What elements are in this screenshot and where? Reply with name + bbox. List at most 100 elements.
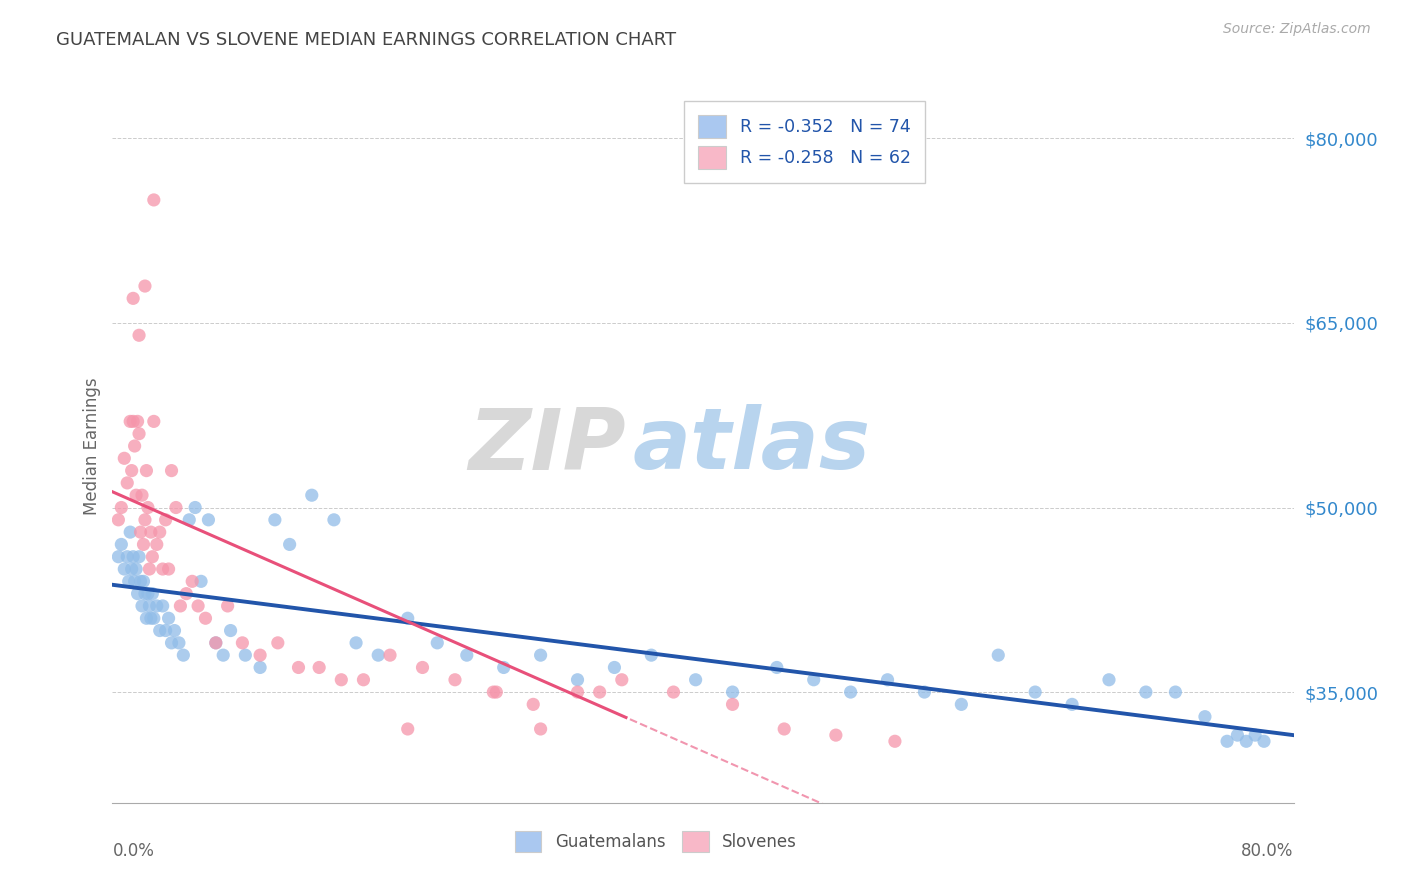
Point	[135, 611, 157, 625]
Text: GUATEMALAN VS SLOVENE MEDIAN EARNINGS CORRELATION CHART: GUATEMALAN VS SLOVENE MEDIAN EARNINGS CO…	[56, 31, 676, 49]
Point	[142, 414, 165, 428]
Point	[1024, 685, 1046, 699]
Point	[141, 587, 163, 601]
Point	[522, 698, 544, 712]
Point	[125, 562, 148, 576]
Point	[117, 549, 138, 564]
Point	[112, 562, 135, 576]
Point	[482, 685, 505, 699]
Point	[662, 685, 685, 699]
Point	[165, 500, 187, 515]
Point	[411, 660, 433, 674]
Point	[138, 599, 160, 613]
Point	[157, 611, 180, 625]
Point	[149, 624, 172, 638]
Point	[152, 599, 174, 613]
Point	[212, 648, 235, 662]
Point	[1194, 709, 1216, 723]
Point	[1098, 673, 1121, 687]
Point	[174, 587, 197, 601]
Point	[135, 464, 157, 478]
Point	[914, 685, 936, 699]
Point	[124, 574, 146, 589]
Point	[950, 698, 973, 712]
Point	[118, 574, 141, 589]
Text: Source: ZipAtlas.com: Source: ZipAtlas.com	[1223, 22, 1371, 37]
Point	[169, 599, 191, 613]
Point	[1234, 734, 1257, 748]
Point	[110, 537, 132, 551]
Point	[160, 464, 183, 478]
Point	[824, 728, 846, 742]
Point	[134, 587, 156, 601]
Point	[308, 660, 330, 674]
Point	[129, 525, 152, 540]
Point	[301, 488, 323, 502]
Point	[444, 673, 467, 687]
Point	[184, 500, 207, 515]
Text: atlas: atlas	[633, 404, 870, 488]
Point	[129, 574, 152, 589]
Point	[884, 734, 907, 748]
Point	[803, 673, 825, 687]
Point	[131, 488, 153, 502]
Point	[396, 611, 419, 625]
Point	[131, 599, 153, 613]
Point	[640, 648, 662, 662]
Point	[117, 475, 138, 490]
Point	[179, 513, 201, 527]
Point	[1253, 734, 1275, 748]
Point	[1135, 685, 1157, 699]
Point	[567, 685, 589, 699]
Point	[721, 685, 744, 699]
Point	[205, 636, 228, 650]
Point	[152, 562, 174, 576]
Point	[120, 414, 142, 428]
Y-axis label: Median Earnings: Median Earnings	[83, 377, 101, 515]
Point	[160, 636, 183, 650]
Point	[142, 193, 165, 207]
Point	[128, 426, 150, 441]
Point	[344, 636, 367, 650]
Point	[146, 537, 169, 551]
Point	[134, 513, 156, 527]
Point	[121, 562, 143, 576]
Legend: Guatemalans, Slovenes: Guatemalans, Slovenes	[508, 824, 803, 859]
Point	[352, 673, 374, 687]
Point	[249, 660, 271, 674]
Point	[172, 648, 194, 662]
Point	[155, 624, 177, 638]
Point	[122, 414, 145, 428]
Point	[610, 673, 633, 687]
Point	[685, 673, 707, 687]
Point	[110, 500, 132, 515]
Point	[197, 513, 219, 527]
Point	[267, 636, 290, 650]
Point	[181, 574, 204, 589]
Point	[190, 574, 212, 589]
Point	[426, 636, 449, 650]
Point	[139, 611, 162, 625]
Point	[124, 439, 146, 453]
Point	[122, 291, 145, 305]
Point	[773, 722, 796, 736]
Point	[839, 685, 862, 699]
Point	[132, 574, 155, 589]
Point	[876, 673, 898, 687]
Point	[112, 451, 135, 466]
Point	[127, 414, 149, 428]
Text: ZIP: ZIP	[468, 404, 626, 488]
Point	[1216, 734, 1239, 748]
Point	[122, 549, 145, 564]
Point	[378, 648, 401, 662]
Point	[485, 685, 508, 699]
Point	[766, 660, 789, 674]
Point	[205, 636, 228, 650]
Point	[367, 648, 389, 662]
Point	[127, 587, 149, 601]
Point	[194, 611, 217, 625]
Point	[128, 549, 150, 564]
Point	[396, 722, 419, 736]
Point	[1244, 728, 1267, 742]
Point	[529, 648, 551, 662]
